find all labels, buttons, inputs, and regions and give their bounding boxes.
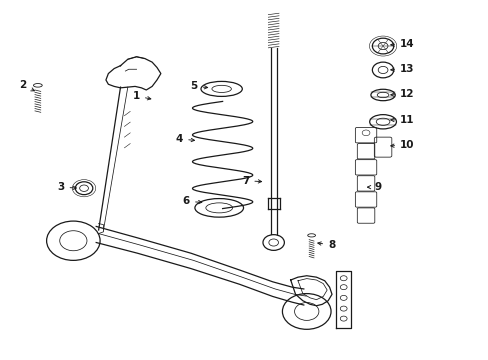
Text: 6: 6 — [183, 197, 202, 206]
Text: 5: 5 — [190, 81, 207, 91]
Text: 10: 10 — [390, 140, 414, 150]
Text: 8: 8 — [317, 240, 335, 250]
Text: 2: 2 — [20, 80, 34, 91]
Text: 7: 7 — [242, 176, 261, 186]
Text: 9: 9 — [366, 182, 381, 192]
Text: 14: 14 — [390, 39, 414, 49]
Text: 11: 11 — [390, 115, 414, 125]
Text: 4: 4 — [176, 134, 194, 144]
Text: 3: 3 — [57, 182, 76, 192]
Text: 1: 1 — [132, 91, 150, 101]
Text: 13: 13 — [390, 64, 414, 74]
Text: 12: 12 — [390, 89, 414, 99]
